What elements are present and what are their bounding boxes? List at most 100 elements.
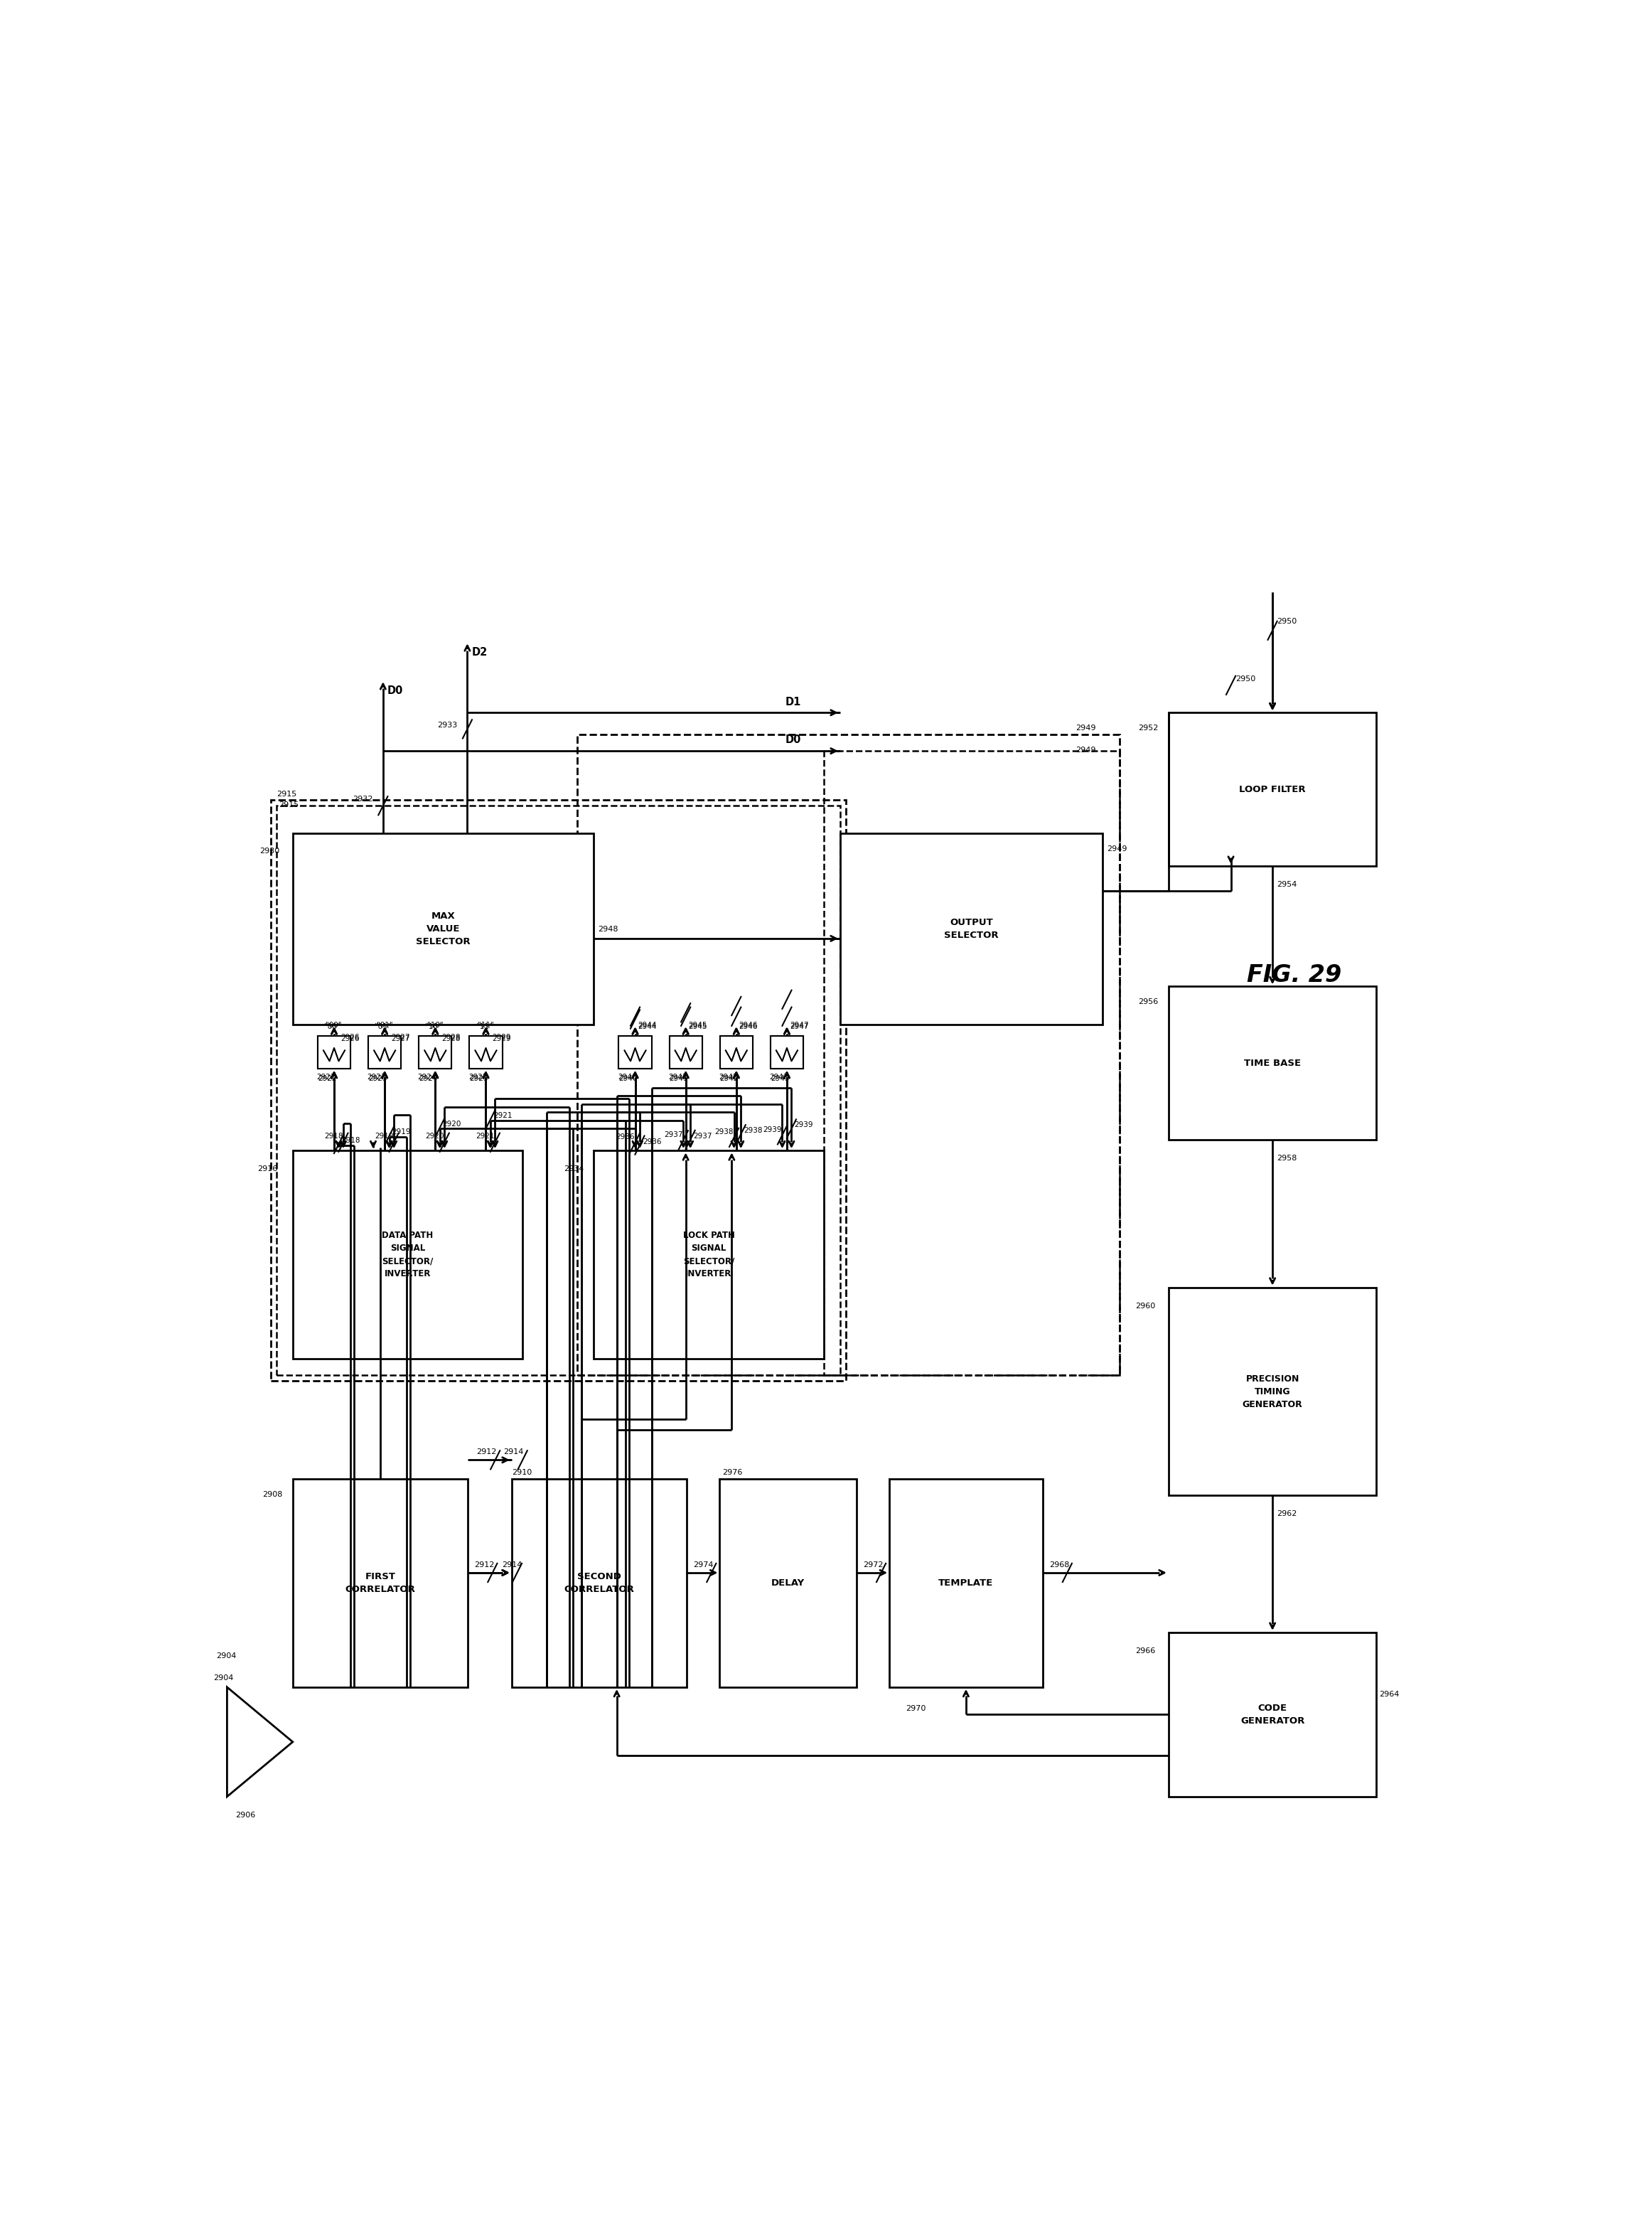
Text: 2927: 2927 xyxy=(392,1034,410,1043)
Bar xyxy=(770,1037,803,1068)
Text: OUTPUT
SELECTOR: OUTPUT SELECTOR xyxy=(945,918,999,941)
Text: 2940: 2940 xyxy=(620,1075,638,1081)
Bar xyxy=(1168,987,1376,1139)
Text: 2954: 2954 xyxy=(1277,880,1297,887)
Text: 2925: 2925 xyxy=(469,1075,489,1081)
Text: 2908: 2908 xyxy=(263,1490,282,1499)
Text: 2916: 2916 xyxy=(258,1166,278,1173)
Text: 2947: 2947 xyxy=(790,1021,808,1030)
Bar xyxy=(271,800,846,1381)
Text: 2949: 2949 xyxy=(1075,746,1095,753)
Text: "10": "10" xyxy=(428,1021,443,1030)
Bar xyxy=(1168,713,1376,867)
Text: 2949: 2949 xyxy=(1107,844,1127,851)
Text: 2939: 2939 xyxy=(763,1126,781,1133)
Bar xyxy=(720,1479,856,1687)
Text: "11": "11" xyxy=(476,1023,492,1030)
Text: 2904: 2904 xyxy=(213,1676,233,1682)
Text: 2922: 2922 xyxy=(317,1075,337,1081)
Text: PRECISION
TIMING
GENERATOR: PRECISION TIMING GENERATOR xyxy=(1242,1374,1303,1410)
Text: 2928: 2928 xyxy=(441,1034,461,1041)
Text: D0: D0 xyxy=(785,735,801,746)
Bar xyxy=(420,1037,451,1068)
Text: 2929: 2929 xyxy=(492,1034,510,1043)
Text: 2918: 2918 xyxy=(324,1133,344,1139)
Text: 2932: 2932 xyxy=(354,795,373,802)
Text: 2921: 2921 xyxy=(476,1133,494,1139)
Text: 2946: 2946 xyxy=(738,1023,758,1030)
Text: TEMPLATE: TEMPLATE xyxy=(938,1579,993,1588)
Text: 2936: 2936 xyxy=(616,1133,634,1142)
Bar xyxy=(317,1037,350,1068)
Text: LOOP FILTER: LOOP FILTER xyxy=(1239,784,1305,793)
Text: "10": "10" xyxy=(426,1023,441,1030)
Bar xyxy=(669,1037,702,1068)
Text: 2912: 2912 xyxy=(476,1448,496,1457)
Text: 2933: 2933 xyxy=(438,722,458,728)
Text: 2920: 2920 xyxy=(443,1121,461,1128)
Text: "01": "01" xyxy=(377,1021,393,1030)
Text: FIRST
CORRELATOR: FIRST CORRELATOR xyxy=(345,1573,415,1595)
Text: 2906: 2906 xyxy=(235,1812,256,1818)
Text: 2930: 2930 xyxy=(259,849,279,856)
Text: 2914: 2914 xyxy=(502,1562,522,1568)
Text: 2936: 2936 xyxy=(643,1137,661,1146)
Text: 2944: 2944 xyxy=(638,1021,657,1030)
Bar xyxy=(669,1037,702,1068)
Bar xyxy=(824,751,1120,1376)
Text: D2: D2 xyxy=(472,648,487,657)
Text: 2946: 2946 xyxy=(738,1021,758,1030)
Text: 2938: 2938 xyxy=(743,1128,763,1135)
Text: 2924: 2924 xyxy=(420,1075,438,1081)
Text: 2918: 2918 xyxy=(342,1137,360,1144)
Text: 2941: 2941 xyxy=(667,1072,687,1081)
Text: "00": "00" xyxy=(325,1021,342,1030)
Bar xyxy=(720,1037,753,1068)
Bar xyxy=(292,1479,468,1687)
Text: 2904: 2904 xyxy=(216,1653,236,1660)
Text: 2970: 2970 xyxy=(905,1705,925,1711)
Bar xyxy=(368,1037,401,1068)
Text: 2942: 2942 xyxy=(720,1075,738,1081)
Text: 2919: 2919 xyxy=(375,1133,393,1139)
Text: 2976: 2976 xyxy=(722,1470,742,1477)
Text: 2956: 2956 xyxy=(1138,999,1158,1005)
Bar xyxy=(770,1037,803,1068)
Text: 2964: 2964 xyxy=(1379,1691,1399,1698)
Text: 2915: 2915 xyxy=(276,791,296,798)
Text: 2943: 2943 xyxy=(770,1075,790,1081)
Text: D1: D1 xyxy=(785,697,801,708)
Text: 2968: 2968 xyxy=(1049,1562,1069,1568)
Bar xyxy=(292,833,593,1025)
Text: 2943: 2943 xyxy=(770,1072,788,1081)
Text: CODE
GENERATOR: CODE GENERATOR xyxy=(1241,1705,1305,1725)
Text: 2929: 2929 xyxy=(492,1034,510,1041)
Bar xyxy=(368,1037,401,1068)
Bar xyxy=(276,806,841,1376)
Text: 2925: 2925 xyxy=(468,1072,487,1081)
Bar xyxy=(577,735,1120,1376)
Text: 2921: 2921 xyxy=(494,1113,512,1119)
Text: FIG. 29: FIG. 29 xyxy=(1247,963,1341,987)
Text: "01": "01" xyxy=(375,1023,392,1030)
Bar xyxy=(1168,1287,1376,1495)
Text: TIME BASE: TIME BASE xyxy=(1244,1059,1302,1068)
Text: 2962: 2962 xyxy=(1277,1510,1297,1517)
Text: 2939: 2939 xyxy=(795,1121,813,1128)
Bar xyxy=(1168,1633,1376,1796)
Text: 2950: 2950 xyxy=(1236,675,1256,684)
Text: D0: D0 xyxy=(388,686,403,697)
Text: 2945: 2945 xyxy=(689,1023,707,1030)
Text: 2937: 2937 xyxy=(694,1133,712,1139)
Text: 2960: 2960 xyxy=(1135,1302,1156,1309)
Text: "11": "11" xyxy=(477,1021,494,1030)
Text: "00": "00" xyxy=(324,1023,340,1030)
Text: 2919: 2919 xyxy=(392,1128,411,1135)
Text: 2941: 2941 xyxy=(669,1075,689,1081)
Text: 2972: 2972 xyxy=(862,1562,884,1568)
Text: 2938: 2938 xyxy=(715,1128,733,1135)
Text: 2926: 2926 xyxy=(340,1034,360,1043)
Text: 2922: 2922 xyxy=(317,1072,335,1081)
Text: 2923: 2923 xyxy=(368,1075,387,1081)
Bar xyxy=(889,1479,1042,1687)
